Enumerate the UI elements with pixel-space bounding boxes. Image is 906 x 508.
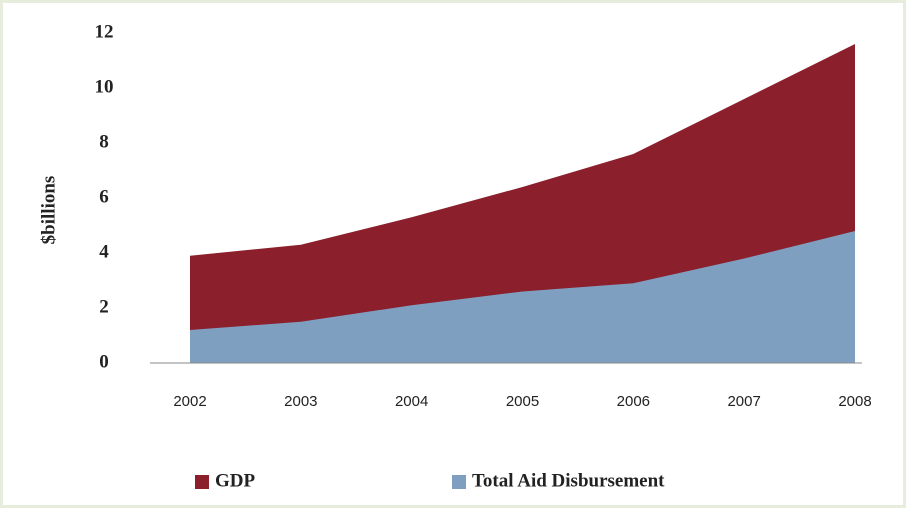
area (190, 231, 855, 363)
y-tick-label: 12 (95, 21, 114, 42)
y-axis-label: $billions (38, 176, 59, 245)
x-tick-label: 2008 (838, 393, 871, 410)
x-tick-label: 2006 (617, 393, 650, 410)
legend-label: Total Aid Disbursement (472, 470, 665, 491)
y-tick-label: 8 (99, 131, 109, 152)
y-tick-label: 4 (99, 241, 109, 262)
x-tick-label: 2004 (395, 393, 428, 410)
x-tick-label: 2003 (284, 393, 317, 410)
y-tick-label: 6 (99, 186, 109, 207)
x-tick-label: 2005 (506, 393, 539, 410)
x-tick-label: 2002 (173, 393, 206, 410)
y-tick-label: 0 (99, 351, 109, 372)
x-tick-label: 2007 (727, 393, 760, 410)
y-tick-label: 10 (95, 76, 114, 97)
legend-swatch (195, 475, 209, 489)
legend-swatch (452, 475, 466, 489)
y-tick-label: 2 (99, 296, 109, 317)
legend-label: GDP (215, 470, 256, 491)
